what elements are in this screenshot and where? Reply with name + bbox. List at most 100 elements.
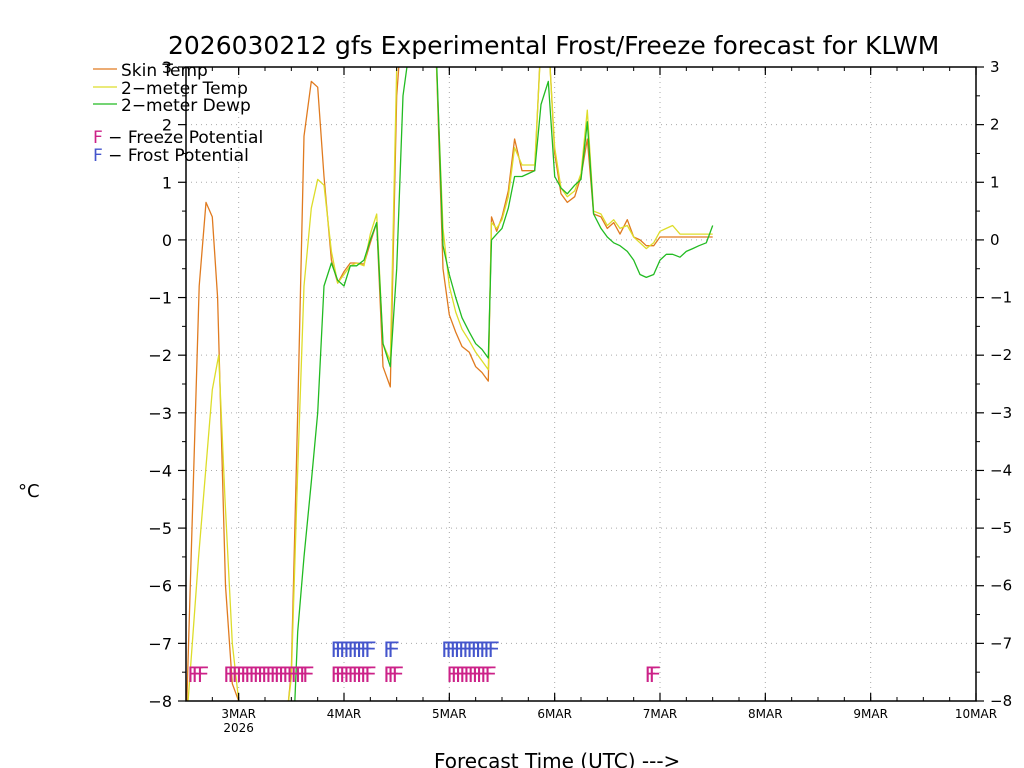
- freeze-potential-mark: F: [330, 663, 343, 687]
- freeze-potential-mark: F: [252, 663, 265, 687]
- frost-potential-mark: F: [364, 638, 377, 662]
- y-tick-label-left: −4: [148, 461, 172, 480]
- legend-2m-dewp-label: 2−meter Dewp: [121, 96, 251, 116]
- legend-2m-temp-label: 2−meter Temp: [121, 79, 248, 99]
- frost-potential-mark: F: [441, 638, 454, 662]
- freeze-potential-mark: F: [351, 663, 364, 687]
- y-tick-label-right: 0: [990, 231, 1000, 249]
- freeze-potential-mark: F: [463, 663, 476, 687]
- freeze-potential-mark: F: [244, 663, 257, 687]
- frost-potential-mark: F: [360, 638, 373, 662]
- freeze-potential-mark: F: [480, 663, 493, 687]
- freeze-potential-mark: F: [240, 663, 253, 687]
- series-lines: [186, 67, 714, 701]
- freeze-potential-mark: F: [356, 663, 369, 687]
- legend-frost-text: − Frost Potential: [103, 146, 249, 166]
- freeze-potential-mark: F: [347, 663, 360, 687]
- y-tick-label-left: −3: [148, 404, 172, 423]
- grid-lines: [186, 67, 976, 701]
- y-tick-label-left: −6: [148, 577, 172, 596]
- frost-potential-mark: F: [479, 638, 492, 662]
- freeze-potential-mark: F: [343, 663, 356, 687]
- frost-potential-mark: F: [475, 638, 488, 662]
- y-tick-label-right: −6: [990, 577, 1012, 595]
- freeze-potential-mark: F: [197, 663, 210, 687]
- freeze-potential-mark: F: [476, 663, 489, 687]
- freeze-potential-mark: F: [450, 663, 463, 687]
- freeze-potential-mark: F: [187, 663, 200, 687]
- x-tick-label: 5MAR: [432, 707, 467, 721]
- y-tick-label-right: −4: [990, 461, 1012, 479]
- y-tick-label-right: −8: [990, 692, 1012, 710]
- frost-potential-mark: F: [351, 638, 364, 662]
- freeze-potential-mark: F: [644, 663, 657, 687]
- y-tick-label-left: 3: [162, 58, 172, 77]
- y-tick-label-right: −7: [990, 634, 1012, 652]
- legend-frost-letter: F: [93, 146, 103, 166]
- y-tick-label-right: 2: [990, 116, 1000, 134]
- y-tick-label-left: −5: [148, 519, 172, 538]
- legend-freeze-potential: F − Freeze Potential: [93, 128, 263, 148]
- y-tick-label-left: −2: [148, 346, 172, 365]
- freeze-potential-mark: F: [455, 663, 468, 687]
- frost-potential-mark: F: [383, 638, 396, 662]
- chart-title: 2026030212 gfs Experimental Frost/Freeze…: [168, 31, 939, 60]
- freeze-potential-mark: F: [278, 663, 291, 687]
- freeze-potential-mark: F: [257, 663, 270, 687]
- frost-potential-mark: F: [466, 638, 479, 662]
- freeze-potential-mark: F: [290, 663, 303, 687]
- frost-potential-mark: F: [343, 638, 356, 662]
- freeze-potential-mark: F: [459, 663, 472, 687]
- freeze-potential-mark: F: [360, 663, 373, 687]
- freeze-potential-mark: F: [223, 663, 236, 687]
- x-tick-label: 9MAR: [853, 707, 888, 721]
- y-tick-label-right: −1: [990, 289, 1012, 307]
- freeze-potential-mark: F: [191, 663, 204, 687]
- freeze-potential-mark: F: [261, 663, 274, 687]
- x-tick-sublabel: 2026: [223, 721, 254, 735]
- frost-potential-mark: F: [454, 638, 467, 662]
- freeze-potential-mark: F: [231, 663, 244, 687]
- freeze-potential-mark: F: [273, 663, 286, 687]
- frost-potential-mark: F: [347, 638, 360, 662]
- freeze-potential-mark: F: [391, 663, 404, 687]
- x-tick-label: 10MAR: [955, 707, 997, 721]
- freeze-potential-mark: F: [294, 663, 307, 687]
- y-tick-label-left: 2: [162, 116, 172, 135]
- y-tick-label-left: 1: [162, 173, 172, 192]
- freeze-potential-mark: F: [484, 663, 497, 687]
- freeze-potential-mark: F: [299, 663, 312, 687]
- frost-potential-mark: F: [483, 638, 496, 662]
- legend-freeze-letter: F: [93, 128, 103, 148]
- freeze-potential-mark: F: [648, 663, 661, 687]
- frost-potential-mark: F: [449, 638, 462, 662]
- y-tick-label-left: −8: [148, 692, 172, 711]
- freeze-potential-mark: F: [302, 663, 315, 687]
- freeze-potential-mark: F: [339, 663, 352, 687]
- y-axis-label: °C: [18, 481, 40, 502]
- y-tick-label-right: 3: [990, 58, 1000, 76]
- freeze-potential-mark: F: [227, 663, 240, 687]
- freeze-potential-mark: F: [335, 663, 348, 687]
- y-tick-label-right: −2: [990, 346, 1012, 364]
- x-axis-label: Forecast Time (UTC) --->: [434, 749, 680, 768]
- frost-potential-mark: F: [330, 638, 343, 662]
- series-line-skin-temp: [186, 67, 713, 701]
- x-tick-label: 8MAR: [748, 707, 783, 721]
- freeze-potential-mark: F: [364, 663, 377, 687]
- y-tick-label-right: −3: [990, 404, 1012, 422]
- frost-potential-mark: F: [470, 638, 483, 662]
- legend-frost-potential: F − Frost Potential: [93, 146, 249, 166]
- series-line-2-meter-temp: [187, 67, 713, 701]
- y-tick-label-right: 1: [990, 173, 1000, 191]
- legend-skin-temp-label: Skin Temp: [121, 61, 208, 81]
- x-tick-label: 6MAR: [537, 707, 572, 721]
- freeze-potential-mark: F: [467, 663, 480, 687]
- freeze-potential-mark: F: [387, 663, 400, 687]
- legend: Skin Temp 2−meter Temp 2−meter Dewp F − …: [93, 61, 263, 166]
- frost-potential-mark: F: [458, 638, 471, 662]
- x-tick-label: 7MAR: [643, 707, 678, 721]
- frost-potential-mark: F: [445, 638, 458, 662]
